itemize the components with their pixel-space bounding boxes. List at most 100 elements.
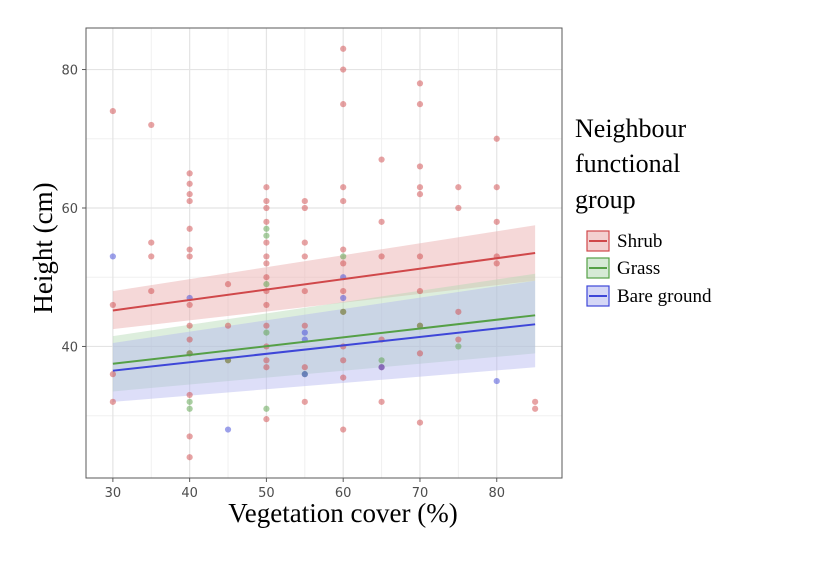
- legend: Neighbour functional group Shrub Grass B…: [575, 114, 712, 307]
- point-shrub: [493, 260, 500, 267]
- point-shrub: [186, 191, 193, 198]
- y-tick-label: 80: [61, 64, 78, 79]
- legend-keys: [586, 230, 610, 307]
- plot-panel: [86, 28, 562, 478]
- point-shrub: [455, 204, 462, 212]
- point-shrub: [416, 253, 424, 260]
- fit-line-shrub: [112, 252, 536, 312]
- point-shrub: [109, 398, 116, 405]
- point-shrub: [301, 253, 308, 260]
- point-shrub: [186, 391, 193, 399]
- x-tick-label: 30: [105, 486, 122, 501]
- point-shrub: [340, 374, 347, 381]
- point-bare-ground: [301, 329, 308, 336]
- point-shrub: [263, 274, 270, 281]
- x-tick-labels: 30 40 50 60 70 80: [105, 486, 505, 501]
- point-shrub: [263, 260, 270, 267]
- point-shrub: [416, 191, 424, 198]
- point-shrub: [263, 364, 270, 371]
- point-shrub: [340, 287, 347, 295]
- point-shrub: [263, 322, 270, 329]
- point-bare-ground: [378, 364, 385, 371]
- confidence-bands: [112, 225, 536, 402]
- point-shrub: [186, 170, 193, 177]
- point-shrub: [340, 45, 347, 52]
- point-shrub: [263, 239, 270, 246]
- point-shrub: [301, 197, 308, 205]
- fit-line-grass: [112, 314, 536, 365]
- point-bare-ground: [224, 426, 232, 433]
- x-tick-label: 40: [181, 486, 198, 501]
- fit-line-bare-ground: [112, 323, 536, 372]
- axis-ticks: [82, 69, 498, 482]
- point-grass: [416, 322, 424, 329]
- point-shrub: [263, 197, 270, 205]
- point-shrub: [148, 253, 155, 260]
- band-shrub: [112, 225, 536, 330]
- fit-lines: [112, 252, 536, 372]
- point-shrub: [301, 204, 308, 212]
- point-shrub: [186, 197, 193, 205]
- point-shrub: [416, 163, 424, 170]
- point-shrub: [378, 398, 385, 405]
- point-shrub: [378, 218, 385, 225]
- point-bare-ground: [301, 371, 308, 378]
- point-shrub: [224, 281, 232, 288]
- point-grass: [263, 405, 270, 412]
- point-grass: [455, 343, 462, 350]
- legend-label-shrub: Shrub: [617, 231, 662, 252]
- point-shrub: [301, 287, 308, 295]
- x-tick-label: 60: [335, 486, 352, 501]
- point-shrub: [301, 364, 308, 371]
- point-shrub: [340, 101, 347, 108]
- legend-title-line-2: functional: [575, 149, 680, 178]
- point-shrub: [186, 180, 193, 187]
- point-shrub: [186, 454, 193, 461]
- point-shrub: [455, 184, 462, 191]
- point-shrub: [109, 107, 116, 115]
- legend-title-line-3: group: [575, 185, 636, 214]
- point-shrub: [301, 239, 308, 246]
- point-bare-ground: [493, 377, 500, 385]
- point-shrub: [186, 301, 193, 309]
- point-shrub: [416, 287, 424, 295]
- point-shrub: [186, 336, 193, 343]
- grid-minor: [86, 28, 562, 478]
- point-grass: [340, 253, 347, 260]
- point-shrub: [532, 405, 539, 412]
- point-shrub: [186, 246, 193, 253]
- point-shrub: [263, 204, 270, 212]
- point-shrub: [263, 184, 270, 191]
- point-shrub: [148, 287, 155, 295]
- x-tick-label: 70: [412, 486, 429, 501]
- point-shrub: [340, 184, 347, 191]
- point-bare-ground: [109, 253, 116, 260]
- point-shrub: [340, 260, 347, 267]
- point-shrub: [263, 253, 270, 260]
- x-tick-label: 80: [488, 486, 505, 501]
- point-shrub: [493, 184, 500, 191]
- point-shrub: [340, 246, 347, 253]
- point-grass: [186, 405, 193, 412]
- point-shrub: [455, 308, 462, 315]
- point-shrub: [148, 239, 155, 246]
- y-axis-title: Height (cm): [28, 182, 58, 313]
- point-shrub: [378, 156, 385, 163]
- point-shrub: [224, 322, 232, 329]
- x-axis-title: Vegetation cover (%): [228, 498, 457, 528]
- point-grass: [263, 329, 270, 336]
- band-bare-ground: [112, 280, 536, 402]
- point-shrub: [186, 322, 193, 329]
- point-shrub: [378, 253, 385, 260]
- point-shrub: [186, 225, 193, 232]
- legend-title-line-1: Neighbour: [575, 114, 687, 143]
- point-shrub: [340, 197, 347, 205]
- point-shrub: [416, 350, 424, 357]
- y-tick-label: 60: [61, 202, 78, 217]
- point-grass: [378, 357, 385, 364]
- point-shrub: [532, 398, 539, 405]
- point-grass: [340, 308, 347, 315]
- point-shrub: [340, 66, 347, 73]
- point-shrub: [263, 416, 270, 423]
- point-shrub: [416, 101, 424, 108]
